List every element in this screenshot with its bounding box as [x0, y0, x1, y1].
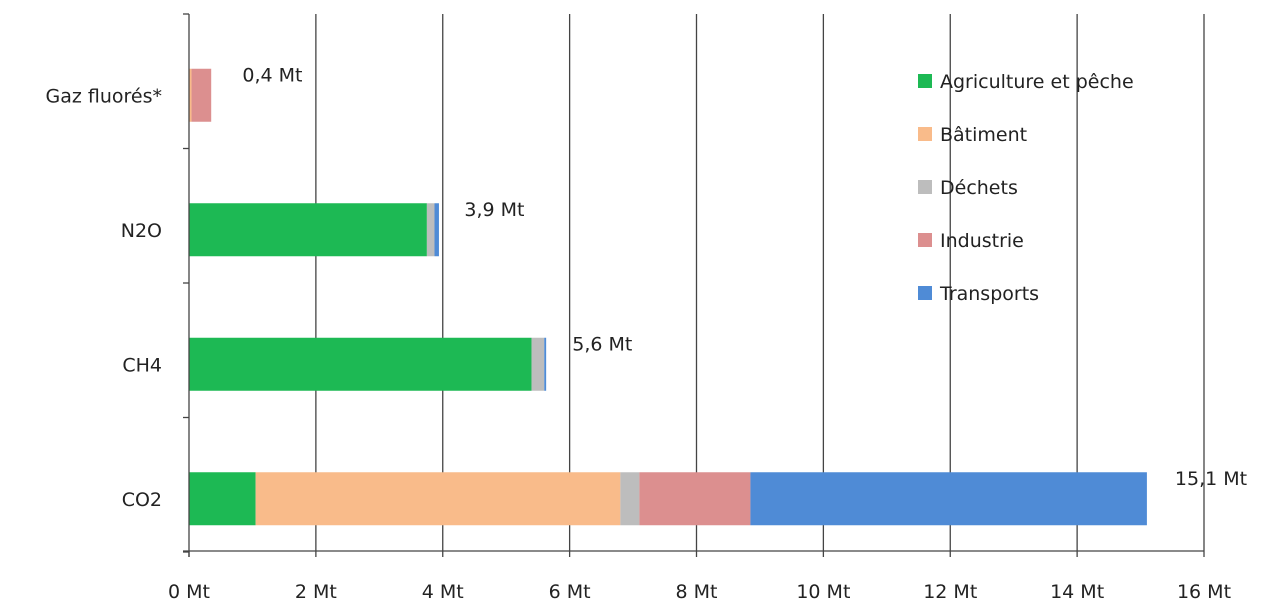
legend-label: Industrie — [940, 230, 1024, 252]
category-label: CO2 — [122, 489, 162, 511]
x-tick-label: 14 Mt — [1050, 581, 1104, 603]
legend-swatch — [918, 233, 932, 247]
x-tick-label: 0 Mt — [168, 581, 210, 603]
legend-swatch — [918, 180, 932, 194]
total-label: 3,9 Mt — [464, 199, 524, 221]
bar-segment — [255, 472, 621, 526]
x-tick-label: 10 Mt — [796, 581, 850, 603]
bar-segment — [434, 203, 439, 257]
bar-segment — [189, 68, 192, 122]
legend-label: Déchets — [940, 177, 1018, 199]
legend-swatch — [918, 74, 932, 88]
total-labels: 0,4 Mt 3,9 Mt 5,6 Mt 15,1 Mt — [242, 64, 1247, 490]
legend-label: Bâtiment — [940, 124, 1027, 146]
bar-segment — [531, 337, 545, 391]
legend-swatch — [918, 286, 932, 300]
x-tick-label: 6 Mt — [549, 581, 591, 603]
x-tick-label: 4 Mt — [422, 581, 464, 603]
category-label: Gaz fluorés* — [46, 85, 163, 107]
bar-segment — [544, 337, 547, 391]
bar-segment — [189, 472, 256, 526]
category-label: CH4 — [122, 354, 162, 376]
bar-segment — [620, 472, 640, 526]
legend-swatch — [918, 127, 932, 141]
category-label: N2O — [121, 220, 162, 242]
legend-label: Transports — [939, 283, 1039, 305]
legend-label: Agriculture et pêche — [940, 71, 1134, 93]
x-tick-label: 8 Mt — [676, 581, 718, 603]
legend: Agriculture et pêche Bâtiment Déchets Indus… — [918, 71, 1134, 305]
x-tick-label: 2 Mt — [295, 581, 337, 603]
bars — [189, 68, 1147, 526]
bar-segment — [639, 472, 751, 526]
total-label: 5,6 Mt — [572, 333, 632, 355]
axes: 0 Mt 2 Mt 4 Mt 6 Mt 8 Mt 10 Mt 12 Mt 14 Mt 16 Mt… — [46, 13, 1231, 603]
bar-segment — [189, 203, 427, 257]
bar-segment — [750, 472, 1147, 526]
bar-segment — [426, 203, 435, 257]
x-tick-label: 16 Mt — [1177, 581, 1231, 603]
bar-segment — [191, 68, 212, 122]
grid-lines — [315, 14, 1205, 551]
x-tick-label: 12 Mt — [923, 581, 977, 603]
bar-segment — [189, 337, 532, 391]
total-label: 0,4 Mt — [242, 64, 302, 86]
total-label: 15,1 Mt — [1175, 468, 1247, 490]
